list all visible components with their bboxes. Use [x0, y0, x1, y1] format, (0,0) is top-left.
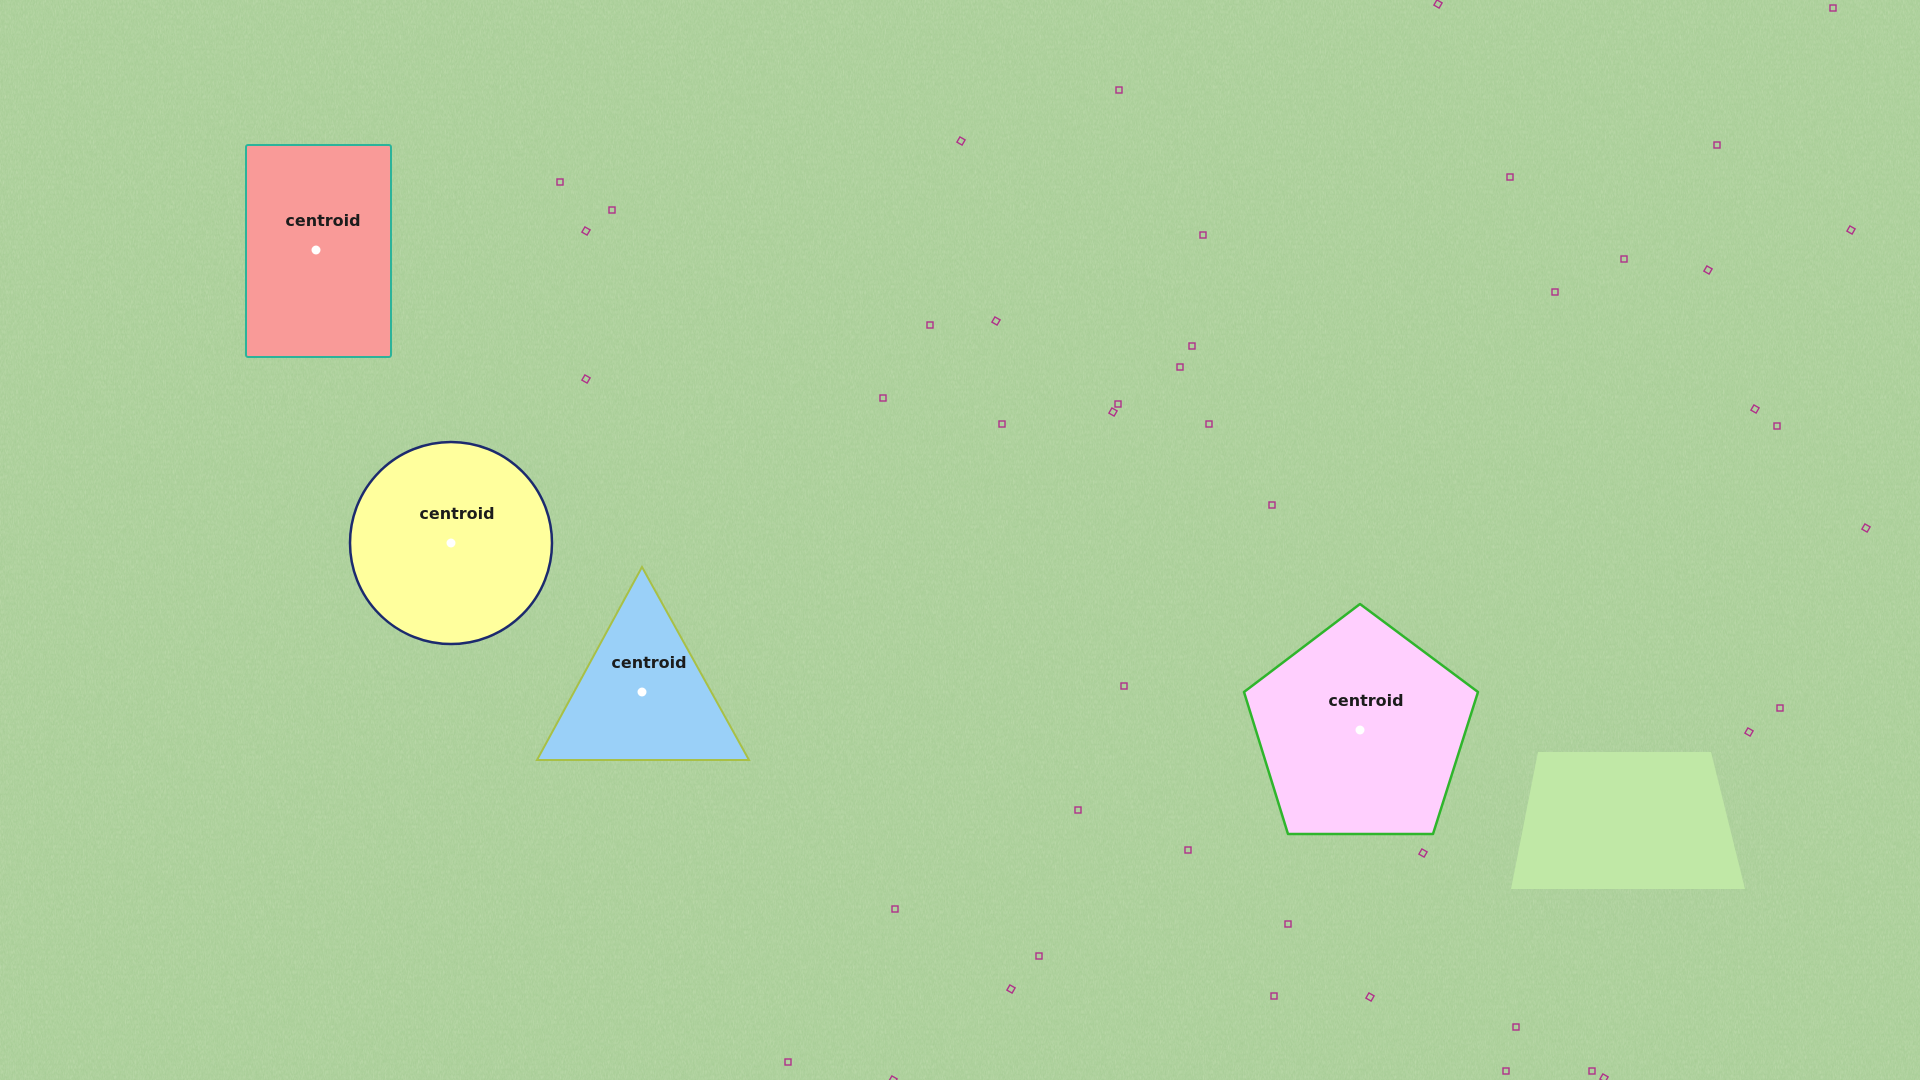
pentagon-body	[1242, 602, 1480, 836]
scatter-marker	[1432, 0, 1444, 10]
scatter-marker	[1199, 231, 1207, 239]
scatter-marker	[1776, 704, 1784, 712]
scatter-marker	[1551, 288, 1559, 296]
triangle-shape[interactable]: centroid	[535, 564, 751, 761]
scatter-marker	[926, 321, 934, 329]
pentagon-centroid-label: centroid	[1328, 691, 1403, 710]
pentagon-shape[interactable]: centroid	[1242, 602, 1480, 836]
triangle-centroid-label: centroid	[611, 653, 686, 672]
scatter-marker	[1005, 983, 1017, 995]
scatter-marker	[1588, 1067, 1596, 1075]
scatter-marker	[1270, 992, 1278, 1000]
scatter-marker	[1860, 522, 1872, 534]
scatter-marker	[1284, 920, 1292, 928]
scatter-marker	[1115, 86, 1123, 94]
scatter-marker	[1364, 991, 1376, 1003]
scatter-marker	[1107, 406, 1119, 418]
scatter-marker	[1120, 682, 1128, 690]
scatter-marker	[1773, 422, 1781, 430]
scatter-marker	[1417, 847, 1429, 859]
scatter-marker	[1188, 342, 1196, 350]
scatter-marker	[580, 225, 592, 237]
scatter-marker	[1713, 141, 1721, 149]
scatter-marker	[1702, 264, 1714, 276]
rectangle-centroid-label: centroid	[285, 211, 360, 230]
scatter-marker	[1845, 224, 1857, 236]
scatter-marker	[1114, 400, 1122, 408]
scatter-marker	[1512, 1023, 1520, 1031]
scatter-marker	[1205, 420, 1213, 428]
scatter-marker	[1620, 255, 1628, 263]
scatter-marker	[1829, 4, 1837, 12]
scatter-marker	[990, 315, 1002, 327]
scatter-marker	[879, 394, 887, 402]
circle-shape[interactable]: centroid	[348, 440, 554, 646]
pentagon-centroid-point	[1355, 725, 1365, 735]
scatter-marker	[891, 905, 899, 913]
scatter-marker	[1502, 1067, 1510, 1075]
scatter-marker	[556, 178, 564, 186]
trapezoid-body	[1511, 752, 1745, 889]
scatter-marker	[887, 1074, 899, 1080]
rectangle-shape[interactable]: centroid	[245, 144, 392, 358]
scatter-marker	[1268, 501, 1276, 509]
trapezoid-shape[interactable]	[1511, 752, 1745, 889]
scatter-marker	[955, 135, 967, 147]
triangle-centroid-point	[637, 687, 647, 697]
triangle-body	[535, 564, 751, 761]
scatter-marker	[580, 373, 592, 385]
scatter-marker	[1743, 726, 1755, 738]
circle-centroid-label: centroid	[419, 504, 494, 523]
scatter-marker	[1176, 363, 1184, 371]
scatter-marker	[1074, 806, 1082, 814]
scatter-marker	[1184, 846, 1192, 854]
scatter-marker	[608, 206, 616, 214]
scatter-marker	[998, 420, 1006, 428]
rectangle-centroid-point	[311, 245, 321, 255]
scatter-marker	[1749, 403, 1761, 415]
circle-centroid-point	[446, 538, 456, 548]
scatter-marker	[784, 1058, 792, 1066]
scattered-markers	[556, 0, 1872, 1080]
scatter-marker	[1035, 952, 1043, 960]
scatter-marker	[1506, 173, 1514, 181]
